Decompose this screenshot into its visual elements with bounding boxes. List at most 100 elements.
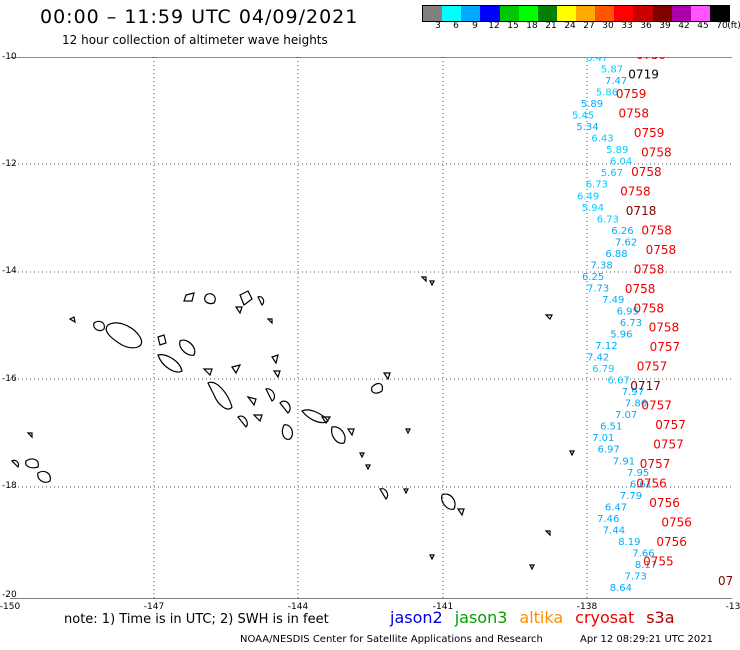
timestamp: Apr 12 08:29:21 UTC 2021	[580, 634, 713, 645]
swh-point-label: 7.95	[627, 468, 649, 479]
satellite-legend-item: jason3	[454, 608, 508, 627]
colorbar-label: 42	[678, 21, 690, 31]
colorbar-swatch	[518, 6, 538, 21]
colorbar-swatch	[709, 6, 729, 21]
colorbar-swatch	[537, 6, 557, 21]
swh-point-label: 5.86	[596, 88, 618, 99]
time-point-label: 0758	[641, 223, 672, 237]
latitude-tick-label: -14	[2, 266, 17, 276]
swh-point-label: 6.73	[586, 180, 608, 191]
swh-point-label: 7.12	[595, 341, 617, 352]
colorbar-label: 9	[472, 21, 478, 31]
time-point-label: 0719	[628, 68, 659, 82]
colorbar-label: 45	[697, 21, 709, 31]
colorbar-label: 33	[621, 21, 633, 31]
longitude-tick-label: -141	[432, 602, 454, 612]
colorbar-swatch	[595, 6, 615, 21]
satellite-legend-item: altika	[519, 608, 564, 627]
colorbar-label: 39	[659, 21, 671, 31]
time-point-label: 0757	[650, 340, 681, 354]
time-track-points: 0759 0719 0759 0758 0759 0758 0758 0758 0718 0758…	[616, 57, 732, 588]
time-point-label: 0759	[634, 126, 665, 140]
swh-point-label: 7.44	[603, 525, 625, 536]
colorbar-label: 21	[545, 21, 557, 31]
swh-point-label: 7.49	[602, 295, 624, 306]
colorbar-label: 30	[602, 21, 614, 31]
swh-colorbar	[422, 5, 730, 22]
footer-note: note: 1) Time is in UTC; 2) SWH is in fe…	[64, 612, 329, 627]
longitude-tick-label: -13	[725, 602, 740, 612]
swh-point-label: 6.51	[600, 422, 622, 433]
latitude-tick-label: -12	[2, 159, 17, 169]
time-point-label: 0756	[661, 516, 692, 530]
swh-point-label: 8.19	[618, 537, 640, 548]
colorbar-swatch	[614, 6, 634, 21]
colorbar-label: 24	[564, 21, 576, 31]
swh-point-label: 6.26	[611, 226, 633, 237]
wave-height-map: 6.475.877.475.865.895.455.346.435.896.04…	[10, 57, 732, 599]
swh-point-label: 6.97	[598, 445, 620, 456]
swh-point-label: 7.62	[615, 237, 637, 248]
page-subtitle: 12 hour collection of altimeter wave hei…	[62, 33, 328, 47]
colorbar-swatch	[633, 6, 653, 21]
latitude-tick-label: -10	[2, 52, 17, 62]
swh-point-label: 6.04	[610, 157, 632, 168]
swh-point-label: 5.45	[572, 111, 594, 122]
swh-point-label: 6.88	[605, 249, 627, 260]
colorbar-label: (ft)	[727, 21, 740, 31]
time-point-label: 0759	[636, 57, 667, 62]
swh-point-label: 7.97	[622, 387, 644, 398]
time-point-label: 0757	[641, 399, 672, 413]
swh-point-label: 7.91	[613, 456, 635, 467]
swh-point-label: 6.61	[630, 479, 652, 490]
time-point-label: 0758	[634, 301, 665, 315]
swh-track-points: 6.475.877.475.865.895.455.346.435.896.04…	[572, 57, 657, 594]
colorbar-swatch	[671, 6, 691, 21]
swh-point-label: 5.34	[576, 122, 598, 133]
time-point-label: 0758	[641, 145, 672, 159]
swh-point-label: 7.46	[597, 514, 619, 525]
swh-point-label: 6.73	[597, 214, 619, 225]
colorbar-swatch	[442, 6, 462, 21]
swh-point-label: 7.73	[625, 572, 647, 583]
time-point-label: 0758	[631, 165, 662, 179]
colorbar-label: 36	[640, 21, 652, 31]
swh-point-label: 8.64	[610, 583, 632, 594]
swh-point-label: 6.49	[577, 191, 599, 202]
swh-point-label: 8.17	[635, 560, 657, 571]
colorbar-swatch	[423, 6, 443, 21]
credit-text: NOAA/NESDIS Center for Satellite Applica…	[240, 634, 543, 645]
colorbar-swatch	[461, 6, 481, 21]
time-point-label: 0759	[616, 87, 647, 101]
longitude-tick-label: -150	[0, 602, 21, 612]
time-point-label: 0758	[625, 282, 656, 296]
swh-point-label: 7.01	[592, 433, 614, 444]
time-point-label: 0758	[619, 106, 650, 120]
time-point-label: 0758	[634, 262, 665, 276]
page-title: 00:00 – 11:59 UTC 04/09/2021	[40, 6, 359, 28]
swh-point-label: 6.25	[582, 272, 604, 283]
time-point-label: 07	[718, 574, 732, 588]
lat-grid	[10, 57, 732, 488]
colorbar-swatch	[576, 6, 596, 21]
swh-point-label: 6.47	[586, 57, 608, 64]
time-point-label: 0718	[626, 204, 657, 218]
satellite-legend: jason2 jason3 altika cryosat s3a	[390, 608, 687, 627]
satellite-legend-item: jason2	[390, 608, 443, 627]
colorbar-label: 12	[488, 21, 500, 31]
swh-point-label: 7.73	[587, 283, 609, 294]
swh-point-label: 5.94	[582, 203, 604, 214]
swh-point-label: 7.79	[620, 491, 642, 502]
longitude-tick-label: -147	[143, 602, 165, 612]
time-point-label: 0757	[655, 418, 686, 432]
time-point-label: 0717	[630, 379, 661, 393]
latitude-tick-label: -20	[2, 590, 17, 600]
colorbar-label: 15	[507, 21, 519, 31]
swh-point-label: 6.47	[605, 502, 627, 513]
swh-point-label: 6.43	[591, 134, 613, 145]
lon-grid	[153, 57, 588, 599]
time-point-label: 0755	[643, 555, 674, 569]
time-point-label: 0758	[620, 184, 651, 198]
time-point-label: 0756	[649, 496, 680, 510]
swh-point-label: 6.95	[617, 307, 639, 318]
